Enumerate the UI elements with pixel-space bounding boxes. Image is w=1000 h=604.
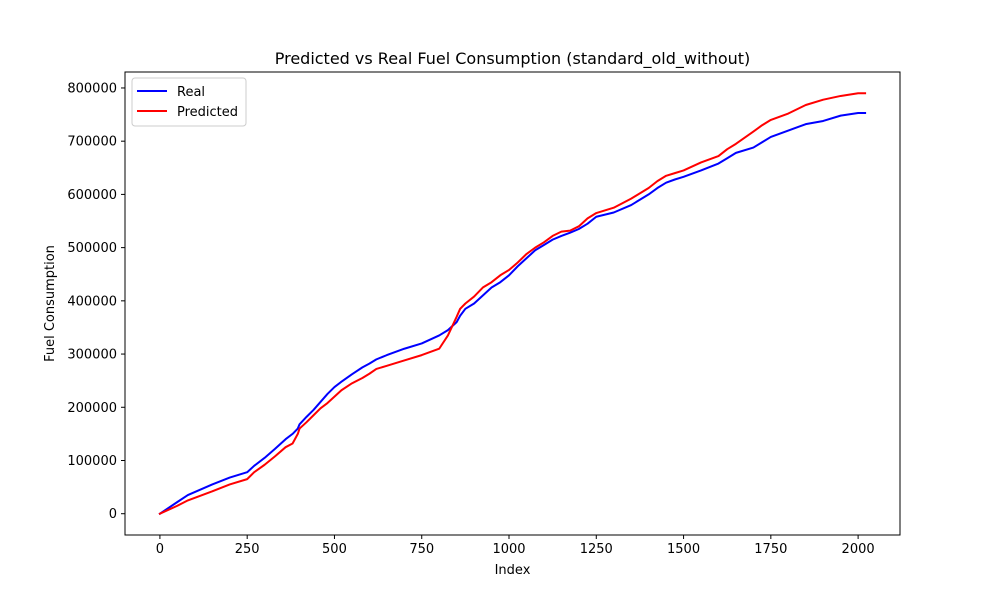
axes-frame	[124, 71, 901, 536]
x-tick-label: 1750	[754, 542, 787, 557]
x-tick-label: 2000	[842, 542, 875, 557]
x-tick-label: 250	[235, 542, 260, 557]
legend: Real Predicted	[131, 77, 247, 127]
y-tick-label: 0	[109, 507, 117, 522]
y-tick-label: 200000	[67, 401, 117, 416]
x-tick-label: 1000	[492, 542, 525, 557]
x-tick-label: 0	[156, 542, 164, 557]
x-tick-label: 500	[322, 542, 347, 557]
y-tick-label: 100000	[67, 454, 117, 469]
plot-area: 0 250 500 750 1000 1250 1500 1750 2000 0 100000 20…	[67, 71, 901, 557]
chart-title: Predicted vs Real Fuel Consumption (stan…	[275, 49, 751, 69]
series-layer	[158, 92, 867, 516]
y-tick-label: 700000	[67, 135, 117, 150]
y-axis-label: Fuel Consumption	[43, 245, 58, 362]
x-axis-label: Index	[495, 563, 531, 578]
y-tick-label: 300000	[67, 348, 117, 363]
x-tick-label: 750	[409, 542, 434, 557]
y-tick-label: 400000	[67, 294, 117, 309]
x-tick-label: 1250	[580, 542, 613, 557]
legend-real-label: Real	[177, 85, 205, 100]
y-axis-ticks: 0 100000 200000 300000 400000 500000 600000 700…	[67, 81, 125, 522]
y-tick-label: 800000	[67, 81, 117, 96]
x-tick-label: 1500	[667, 542, 700, 557]
x-axis-ticks: 0 250 500 750 1000 1250 1500 1750 2000	[156, 535, 875, 557]
y-tick-label: 500000	[67, 241, 117, 256]
legend-predicted-label: Predicted	[177, 105, 238, 120]
series-line-predicted	[158, 92, 867, 516]
series-line-real	[158, 111, 867, 516]
y-tick-label: 600000	[67, 188, 117, 203]
